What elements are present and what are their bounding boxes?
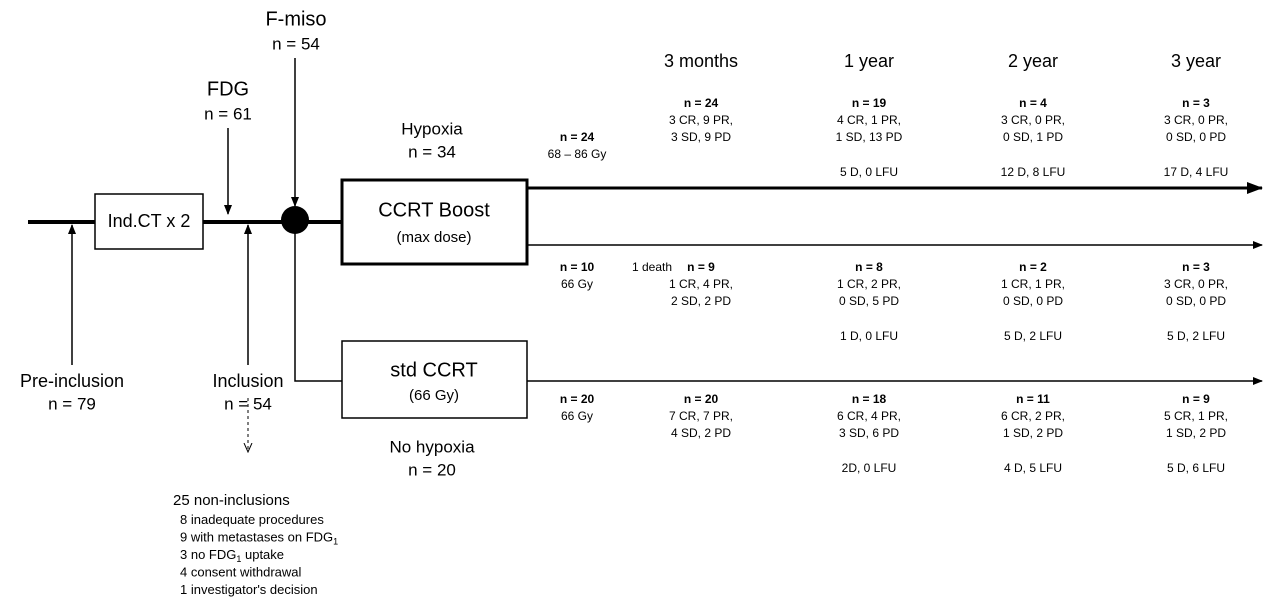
item-text: 3 no FDG: [180, 547, 236, 562]
cell-response: 1 CR, 2 PR,: [837, 277, 901, 291]
cell-response: 0 SD, 0 PD: [1166, 130, 1226, 144]
cell-status: 5 D, 2 LFU: [1167, 329, 1225, 343]
fdg-n: n = 61: [204, 104, 252, 123]
arm-start-dose: 68 – 86 Gy: [548, 147, 607, 161]
subscript: 1: [236, 554, 241, 564]
inclusion-n: n = 54: [224, 394, 272, 413]
induction-label: Ind.CT x 2: [108, 211, 191, 231]
subscript: 1: [333, 537, 338, 547]
cell-response: 3 CR, 0 PR,: [1164, 277, 1228, 291]
cell-n: n = 9: [1182, 392, 1210, 406]
boost-title: CCRT Boost: [378, 199, 490, 221]
cell-status: 2D, 0 LFU: [842, 461, 897, 475]
cell-response: 6 CR, 2 PR,: [1001, 409, 1065, 423]
arm-start-n: n = 20: [560, 392, 595, 406]
cell-status: 12 D, 8 LFU: [1001, 165, 1066, 179]
cell-response: 3 SD, 6 PD: [839, 426, 899, 440]
flow-line: [294, 220, 342, 382]
std-subtitle: (66 Gy): [409, 387, 459, 404]
cell-response: 1 SD, 2 PD: [1166, 426, 1226, 440]
cell-response: 1 SD, 13 PD: [836, 130, 903, 144]
item-text: 9 with metastases on FDG: [180, 530, 333, 545]
arm-start-n: n = 24: [560, 130, 595, 144]
cell-response: 6 CR, 4 PR,: [837, 409, 901, 423]
pre-inclusion-label: Pre-inclusion: [20, 371, 124, 391]
cell-response: 3 CR, 0 PR,: [1001, 113, 1065, 127]
no-hypoxia-label: No hypoxia: [389, 437, 475, 456]
cell-n: n = 4: [1019, 96, 1047, 110]
cell-n: n = 24: [684, 96, 719, 110]
fmiso-label: F-miso: [265, 8, 326, 30]
cell-response: 7 CR, 7 PR,: [669, 409, 733, 423]
non-inclusions-title: 25 non-inclusions: [173, 492, 290, 509]
pre-inclusion-n: n = 79: [48, 394, 96, 413]
cell-response: 1 CR, 4 PR,: [669, 277, 733, 291]
cell-status: 1 D, 0 LFU: [840, 329, 898, 343]
non-inclusion-item: 4 consent withdrawal: [180, 565, 302, 580]
cell-n: n = 9: [687, 260, 715, 274]
arm-start-dose: 66 Gy: [561, 277, 593, 291]
cell-response: 4 SD, 2 PD: [671, 426, 731, 440]
cell-n: n = 11: [1016, 392, 1050, 406]
cell-response: 4 CR, 1 PR,: [837, 113, 901, 127]
cell-n: n = 2: [1019, 260, 1047, 274]
boost-subtitle: (max dose): [396, 229, 471, 246]
cell-status: 5 D, 6 LFU: [1167, 461, 1225, 475]
cell-n: n = 3: [1182, 260, 1210, 274]
cell-response: 0 SD, 5 PD: [839, 294, 899, 308]
cell-response: 3 CR, 0 PR,: [1164, 113, 1228, 127]
item-text: 1 investigator's decision: [180, 582, 318, 597]
std-title: std CCRT: [390, 359, 477, 381]
cell-response: 3 SD, 9 PD: [671, 130, 731, 144]
cell-n: n = 19: [852, 96, 887, 110]
fdg-label: FDG: [207, 78, 249, 100]
cell-response: 5 CR, 1 PR,: [1164, 409, 1228, 423]
timepoint-header: 3 months: [664, 51, 738, 71]
inclusion-label: Inclusion: [212, 371, 283, 391]
non-inclusion-item: 1 investigator's decision: [180, 582, 318, 597]
item-text: 8 inadequate procedures: [180, 512, 324, 527]
timepoint-header: 2 year: [1008, 51, 1058, 71]
cell-response: 0 SD, 1 PD: [1003, 130, 1063, 144]
cell-n: n = 20: [684, 392, 719, 406]
hypoxia-label: Hypoxia: [401, 119, 463, 138]
cell-n: n = 18: [852, 392, 887, 406]
cell-response: 0 SD, 0 PD: [1003, 294, 1063, 308]
cell-response: 1 CR, 1 PR,: [1001, 277, 1065, 291]
cell-n: n = 3: [1182, 96, 1210, 110]
cell-response: 0 SD, 0 PD: [1166, 294, 1226, 308]
non-inclusion-item: 9 with metastases on FDG1: [180, 530, 338, 547]
timepoint-header: 3 year: [1171, 51, 1221, 71]
no-hypoxia-n: n = 20: [408, 460, 456, 479]
cell-status: 4 D, 5 LFU: [1004, 461, 1062, 475]
item-text: uptake: [241, 547, 284, 562]
boost-box: [340, 178, 529, 266]
cell-status: 5 D, 0 LFU: [840, 165, 898, 179]
cell-status: 5 D, 2 LFU: [1004, 329, 1062, 343]
arm-start-dose: 66 Gy: [561, 409, 593, 423]
cell-status: 17 D, 4 LFU: [1164, 165, 1229, 179]
cell-n: n = 8: [855, 260, 883, 274]
timepoint-header: 1 year: [844, 51, 894, 71]
std-box: [341, 340, 528, 419]
cell-response: 3 CR, 9 PR,: [669, 113, 733, 127]
non-inclusion-item: 8 inadequate procedures: [180, 512, 324, 527]
cell-response: 1 SD, 2 PD: [1003, 426, 1063, 440]
item-text: 4 consent withdrawal: [180, 565, 302, 580]
hypoxia-n: n = 34: [408, 142, 456, 161]
cell-response: 2 SD, 2 PD: [671, 294, 731, 308]
non-inclusion-item: 3 no FDG1 uptake: [180, 547, 284, 564]
fmiso-n: n = 54: [272, 34, 320, 53]
arm-note: 1 death: [632, 260, 672, 274]
arm-start-n: n = 10: [560, 260, 595, 274]
